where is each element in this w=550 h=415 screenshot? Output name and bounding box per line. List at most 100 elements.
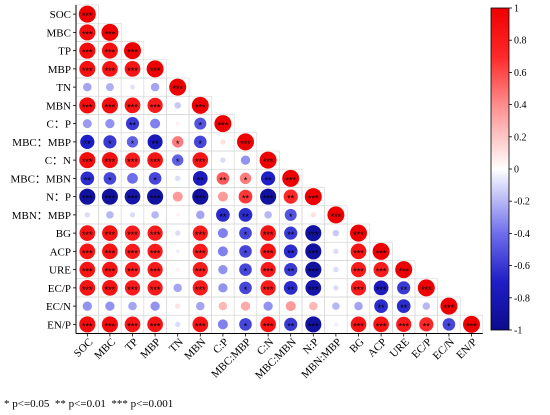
significance-stars-label: ** [242,212,250,222]
correlation-circle [218,264,228,275]
row-label: BG [56,228,71,240]
correlation-circle [260,243,276,260]
significance-stars-label: *** [127,285,138,295]
y-axis-labels: SOC MBC TP MBP TN MBN C：P MBC：MBP C：N MBC：MBN N：P M… [10,9,71,331]
significance-stars-label: *** [82,285,93,295]
correlation-circle [172,191,183,202]
col-label: BG [347,336,366,355]
correlation-circle [240,301,251,311]
col-label: MBN [182,336,208,362]
significance-stars-label: ** [84,175,92,185]
colorbar-tick-label: -1 [514,326,522,337]
correlation-circle [79,152,96,169]
correlation-circle [102,261,118,278]
significance-stars-label: * [244,321,248,331]
significance-stars-label: *** [353,285,364,295]
correlation-circle [350,262,367,278]
correlation-circle [105,301,115,311]
significance-stars-label: ** [197,175,205,185]
correlation-circle [79,243,96,260]
correlation-circle [192,225,208,241]
significance-stars-label: ** [400,285,408,295]
correlation-circle [239,245,252,258]
correlation-circle [79,42,96,59]
significance-stars-label: *** [444,303,455,313]
correlation-circle [101,316,118,333]
correlation-circle [214,115,232,133]
significance-stars-label: *** [150,157,161,167]
colorbar-tick-label: 1 [514,4,519,15]
correlation-circle [332,302,340,310]
significance-stars-label: *** [150,66,161,76]
significance-stars-label: *** [127,157,138,167]
correlation-circle [305,280,322,296]
correlation-circle [101,23,119,41]
correlation-circle [305,243,322,260]
significance-stars-label: *** [263,248,274,258]
correlation-circle [82,119,92,129]
correlation-circle [217,191,228,202]
correlation-circle [332,229,340,237]
colorbar-tick-label: 0.8 [514,36,527,47]
significance-stars-label: ** [84,139,92,149]
correlation-circle [82,301,92,311]
significance-stars-label: * [244,248,248,258]
correlation-circle [173,283,182,293]
correlation-circle [83,82,92,92]
significance-stars-label: ** [129,121,137,131]
significance-stars-label: *** [195,321,206,331]
significance-stars-label: *** [308,285,319,295]
correlation-circle [127,172,138,184]
correlation-circle [147,188,164,205]
significance-stars-label: *** [82,267,93,277]
correlation-circle [333,285,339,291]
significance-stars-label: *** [240,139,251,149]
correlation-circle [216,208,230,222]
correlation-circle [239,281,252,295]
significance-stars-label: *** [127,248,138,258]
correlation-circle [259,151,277,169]
correlation-circle [124,243,141,259]
correlation-circle [79,24,96,41]
significance-stars-label: *** [127,102,138,112]
significance-stars-label: ** [423,321,431,331]
significance-stars-label: *** [150,194,161,204]
significance-stars-label: *** [82,48,93,58]
significance-stars-label: *** [263,230,274,240]
row-label: MBP [48,64,71,76]
row-label: MBN：MBP [12,210,71,222]
row-label: N：P [46,192,71,204]
significance-stars-label: *** [105,102,116,112]
correlation-circle [172,154,184,166]
correlation-circle [105,83,114,92]
significance-stars-label: *** [308,248,319,258]
significance-stars-label: ** [265,175,273,185]
correlation-circle [102,280,118,296]
significance-stars-label: *** [195,194,206,204]
correlation-circle [282,169,300,187]
correlation-circle [283,189,298,204]
colorbar-tick-label: -0.6 [514,261,530,272]
colorbar: 1 0.8 0.6 0.4 0.2 0 -0.2 -0.4 -0.6 -0.8 -1 [490,4,530,337]
correlation-circle [305,225,322,242]
correlation-circle [305,261,322,278]
correlation-circle [192,243,208,259]
significance-stars-label: *** [105,29,116,39]
correlation-circle [350,316,367,333]
correlation-circle [130,84,135,90]
correlation-circle [417,279,435,297]
correlation-circle [79,261,96,278]
significance-stars-label: *** [263,194,274,204]
significance-stars-label: ** [400,303,408,313]
correlation-circle [192,262,208,278]
correlation-circle [239,318,252,331]
significance-stars-label: ** [287,285,295,295]
correlation-circles [78,5,480,333]
correlation-circle [102,61,118,77]
correlation-circle [124,97,141,114]
significance-stars-label: *** [263,267,274,277]
significance-stars-label: *** [263,321,274,331]
correlation-circle [101,97,118,114]
significance-stars-label: *** [376,285,387,295]
